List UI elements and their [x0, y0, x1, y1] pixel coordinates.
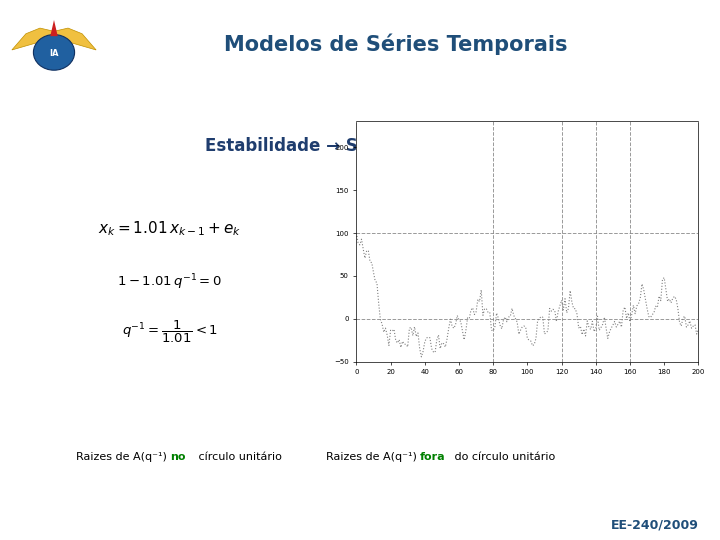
- Text: $x_k = 0.9x_{k-1} + e_k$: $x_k = 0.9x_{k-1} + e_k$: [464, 219, 595, 238]
- Text: Modelos de Séries Temporais: Modelos de Séries Temporais: [224, 33, 568, 55]
- Text: $1 - 1.01\,q^{-1} = 0$: $1 - 1.01\,q^{-1} = 0$: [117, 272, 222, 292]
- Polygon shape: [50, 20, 58, 36]
- Text: $q^{\,1} - \dfrac{1}{0.9} > 1$: $q^{\,1} - \dfrac{1}{0.9} > 1$: [490, 319, 571, 345]
- Text: $1 - 0.9q^{-1} = 0$: $1 - 0.9q^{-1} = 0$: [482, 272, 577, 292]
- Text: IA: IA: [49, 50, 59, 58]
- Text: $x_k = 1.01\,x_{k-1} + e_k$: $x_k = 1.01\,x_{k-1} + e_k$: [99, 219, 242, 238]
- Circle shape: [33, 35, 75, 70]
- Text: EE-240/2009: EE-240/2009: [611, 519, 698, 532]
- Text: fora: fora: [420, 453, 446, 462]
- Text: Raizes de A(q⁻¹): Raizes de A(q⁻¹): [325, 453, 420, 462]
- Text: $q^{-1} = \dfrac{1}{1.01} < 1$: $q^{-1} = \dfrac{1}{1.01} < 1$: [122, 319, 218, 345]
- Polygon shape: [12, 28, 96, 50]
- Text: Raizes de A(q⁻¹): Raizes de A(q⁻¹): [76, 453, 170, 462]
- Text: do círculo unitário: do círculo unitário: [451, 453, 555, 462]
- Text: Estabilidade → Série Estacionária: Estabilidade → Série Estacionária: [204, 137, 516, 155]
- Text: no: no: [170, 453, 186, 462]
- Text: círculo unitário: círculo unitário: [195, 453, 282, 462]
